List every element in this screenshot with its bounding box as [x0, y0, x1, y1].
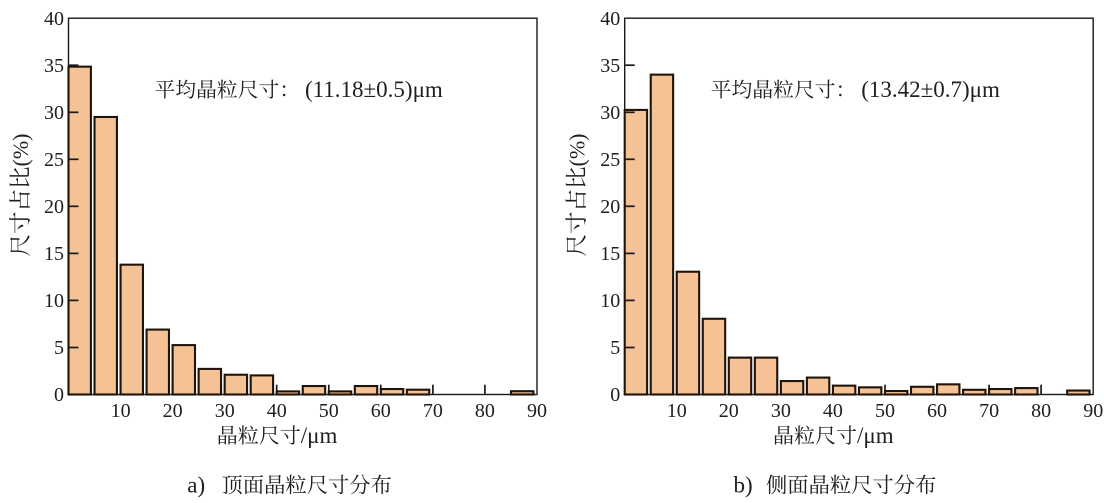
- svg-text:70: 70: [979, 400, 999, 422]
- svg-text:20: 20: [44, 196, 64, 218]
- svg-text:40: 40: [267, 400, 287, 422]
- svg-text:15: 15: [600, 243, 620, 265]
- svg-text:b): b): [734, 473, 753, 498]
- svg-text:35: 35: [600, 55, 620, 77]
- svg-text:5: 5: [54, 337, 64, 359]
- svg-text:35: 35: [44, 55, 64, 77]
- svg-text:80: 80: [475, 400, 495, 422]
- svg-text:80: 80: [1031, 400, 1051, 422]
- svg-text:50: 50: [319, 400, 339, 422]
- svg-text:/μm: /μm: [301, 423, 338, 448]
- svg-text:(13.42±0.7)μm: (13.42±0.7)μm: [861, 77, 1000, 102]
- svg-text:90: 90: [1083, 400, 1103, 422]
- svg-text:60: 60: [927, 400, 947, 422]
- svg-text:20: 20: [719, 400, 739, 422]
- svg-text:40: 40: [600, 8, 620, 30]
- svg-text:5: 5: [610, 337, 620, 359]
- svg-text:30: 30: [215, 400, 235, 422]
- svg-text:40: 40: [823, 400, 843, 422]
- svg-text:25: 25: [44, 149, 64, 171]
- svg-text:a): a): [187, 473, 205, 498]
- svg-text:50: 50: [875, 400, 895, 422]
- svg-text:60: 60: [371, 400, 391, 422]
- svg-text:15: 15: [44, 243, 64, 265]
- svg-text:0: 0: [54, 384, 64, 406]
- svg-text:(%): (%): [8, 134, 33, 167]
- svg-text:30: 30: [771, 400, 791, 422]
- svg-text:(11.18±0.5)μm: (11.18±0.5)μm: [305, 77, 443, 102]
- svg-text:40: 40: [44, 8, 64, 30]
- svg-text:70: 70: [423, 400, 443, 422]
- svg-text:10: 10: [111, 400, 131, 422]
- svg-text:30: 30: [600, 102, 620, 124]
- svg-text:25: 25: [600, 149, 620, 171]
- svg-text:10: 10: [667, 400, 687, 422]
- svg-text:0: 0: [610, 384, 620, 406]
- svg-text:90: 90: [527, 400, 547, 422]
- svg-text:10: 10: [44, 290, 64, 312]
- svg-text:20: 20: [600, 196, 620, 218]
- svg-text:/μm: /μm: [857, 423, 894, 448]
- svg-text:20: 20: [163, 400, 183, 422]
- svg-text:(%): (%): [564, 134, 589, 167]
- svg-text:30: 30: [44, 102, 64, 124]
- svg-text:10: 10: [600, 290, 620, 312]
